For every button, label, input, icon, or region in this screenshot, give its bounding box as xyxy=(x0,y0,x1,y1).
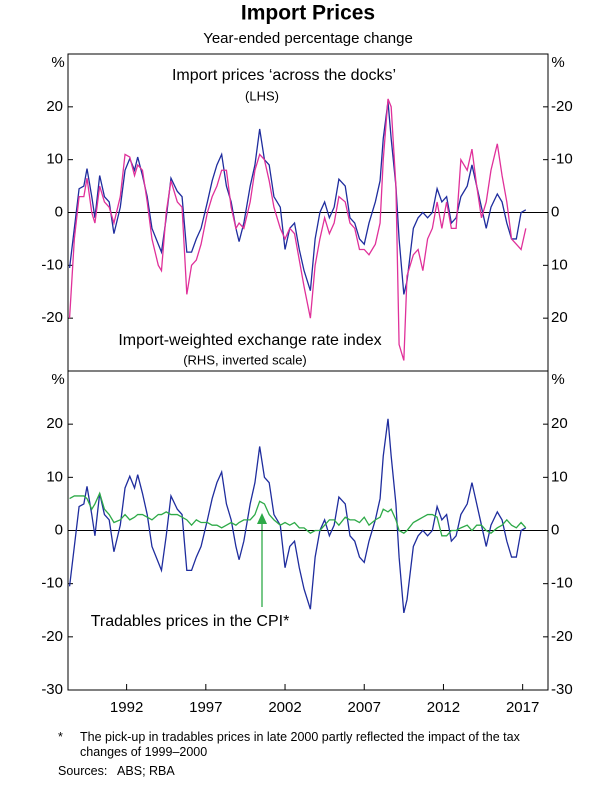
y2-tick-label: 10 xyxy=(551,256,568,273)
x-tick-label: 1992 xyxy=(110,699,143,716)
series-label: Import-weighted exchange rate index xyxy=(118,332,381,349)
series-line xyxy=(68,98,527,361)
footnote-marker: * xyxy=(58,730,63,744)
y-tick-label: 0 xyxy=(55,203,63,220)
sources: Sources: ABS; RBA xyxy=(58,764,175,778)
y-tick-label: -20 xyxy=(41,628,63,645)
y2-tick-label: 20 xyxy=(551,309,568,326)
annotation: (LHS) xyxy=(245,88,279,103)
y-tick-label: -10 xyxy=(41,575,63,592)
y2-tick-label: -30 xyxy=(551,681,573,698)
y2-tick-label: 0 xyxy=(551,521,559,538)
series-line xyxy=(68,101,527,295)
y-tick-label: 20 xyxy=(46,98,63,115)
annotation: (RHS, inverted scale) xyxy=(183,352,307,367)
series-label: Tradables prices in the CPI* xyxy=(91,613,290,630)
y2-tick-label: 10 xyxy=(551,468,568,485)
y-tick-label: 0 xyxy=(55,521,63,538)
y-tick-label: -10 xyxy=(41,256,63,273)
plot-frame xyxy=(67,53,549,691)
series-label: Import prices ‘across the docks’ xyxy=(172,67,396,84)
y-tick-label: -20 xyxy=(41,309,63,326)
y-tick-label: 20 xyxy=(46,415,63,432)
y2-axis-label: % xyxy=(551,371,564,388)
arrow-head xyxy=(257,513,267,524)
y-axis-label: % xyxy=(51,371,64,388)
chart-title: Import Prices xyxy=(241,2,375,25)
y-tick-label: 10 xyxy=(46,151,63,168)
x-tick-label: 2002 xyxy=(268,699,301,716)
y2-tick-label: -20 xyxy=(551,628,573,645)
y-tick-label: -30 xyxy=(41,681,63,698)
chart-subtitle: Year-ended percentage change xyxy=(203,30,413,47)
y2-tick-label: -20 xyxy=(551,98,573,115)
x-tick-label: 2017 xyxy=(506,699,539,716)
x-tick-label: 1997 xyxy=(189,699,222,716)
x-tick-label: 2007 xyxy=(348,699,381,716)
y2-tick-label: 0 xyxy=(551,203,559,220)
x-tick-label: 2012 xyxy=(427,699,460,716)
y-axis-label: % xyxy=(51,54,64,71)
y2-tick-label: -10 xyxy=(551,151,573,168)
footnote: The pick-up in tradables prices in late … xyxy=(80,730,520,759)
y2-axis-label: % xyxy=(551,54,564,71)
y-tick-label: 10 xyxy=(46,468,63,485)
y2-tick-label: 20 xyxy=(551,415,568,432)
series-line xyxy=(69,491,527,537)
series-line xyxy=(68,418,527,614)
y2-tick-label: -10 xyxy=(551,575,573,592)
